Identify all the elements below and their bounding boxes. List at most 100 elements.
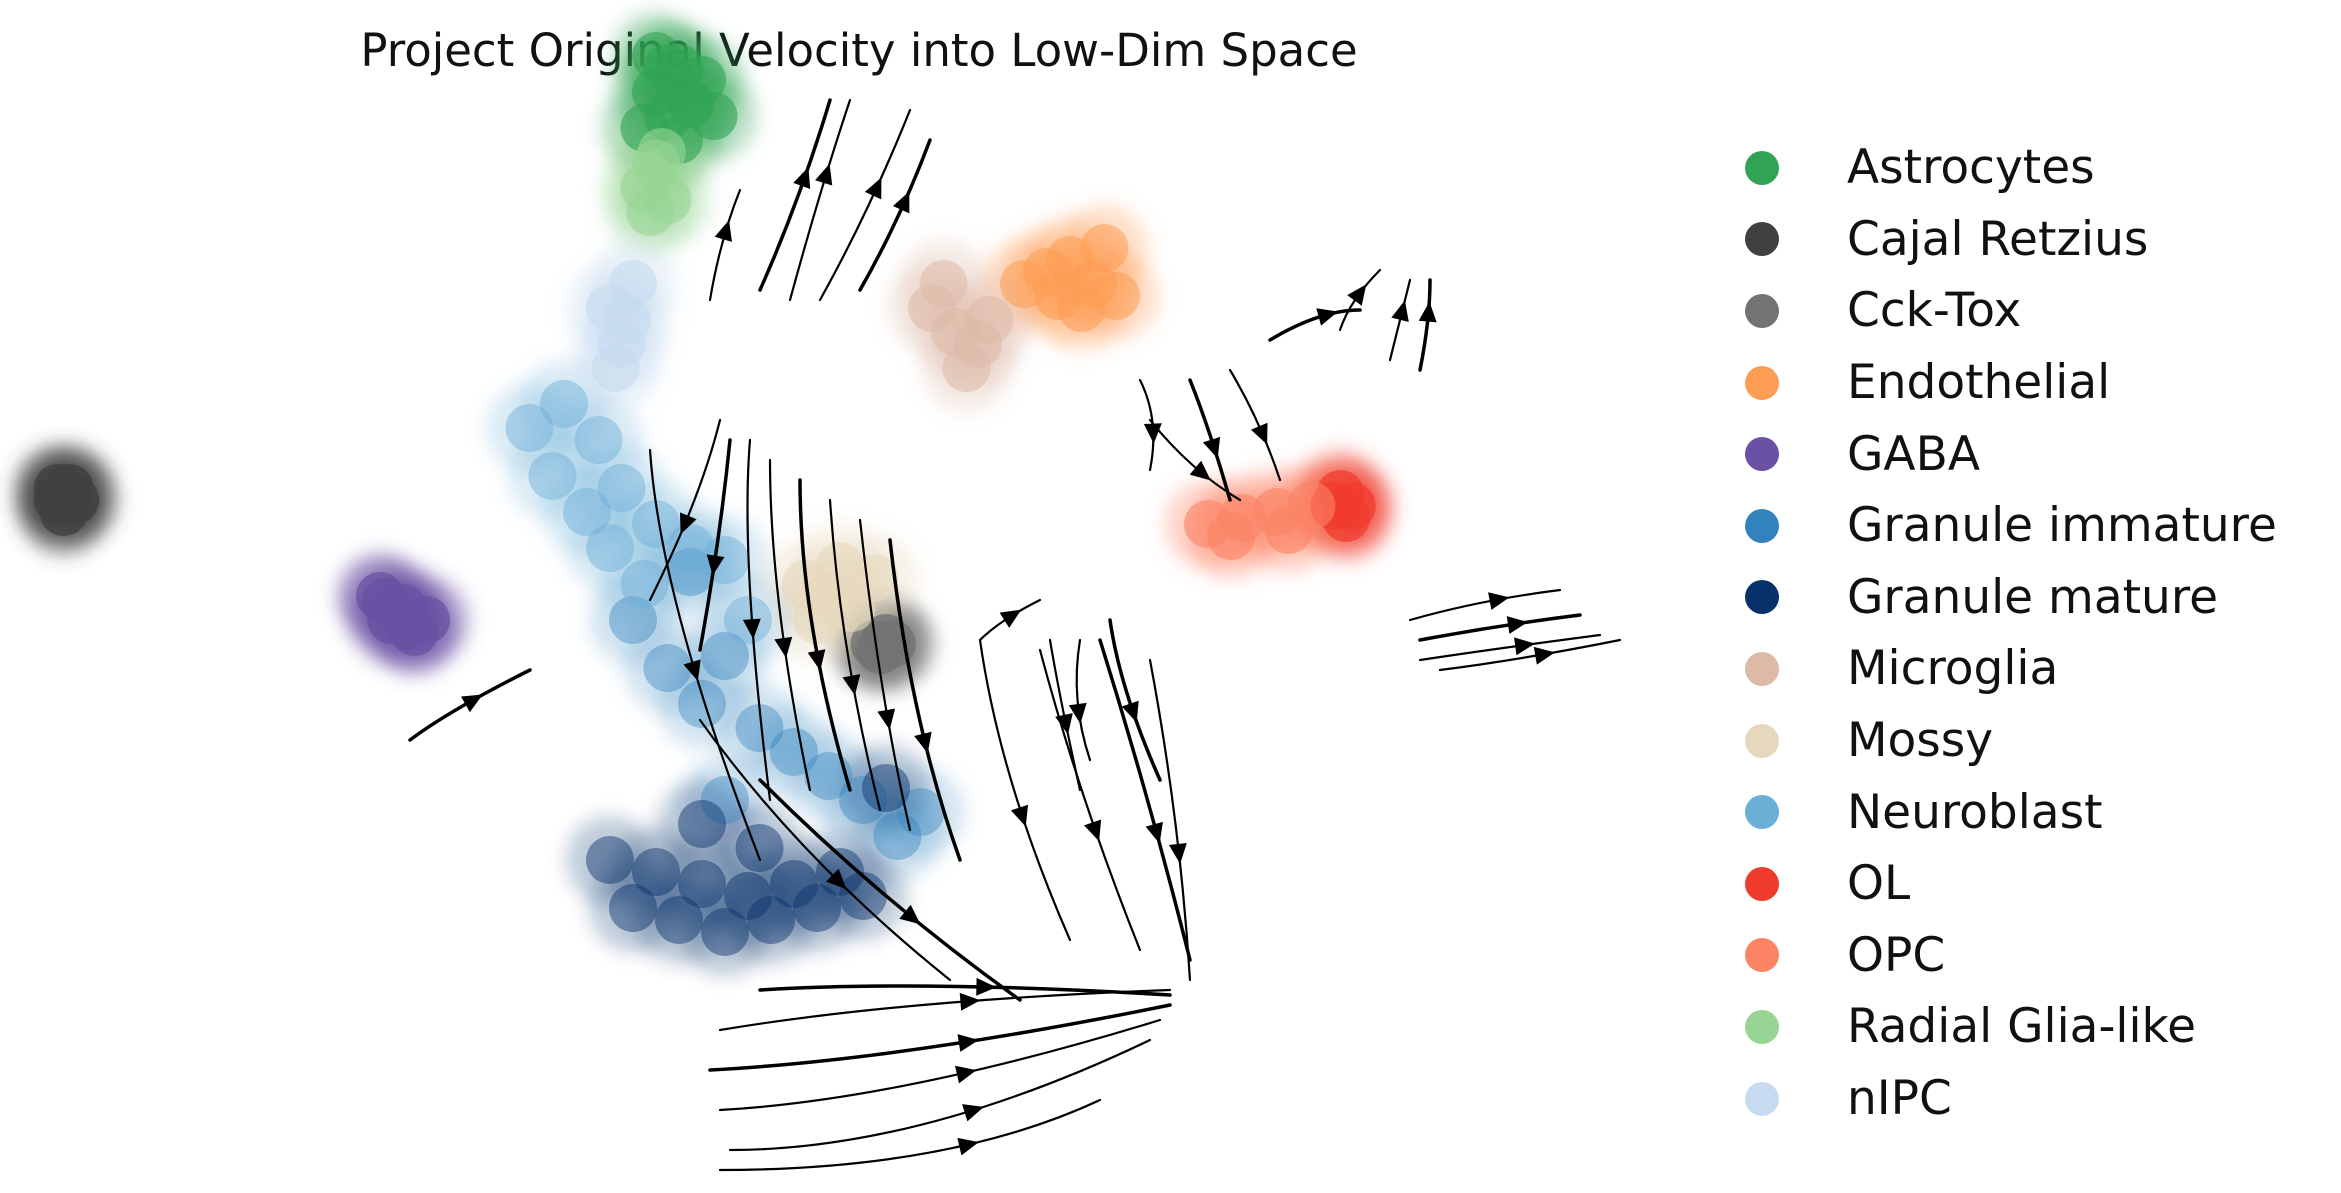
- point-neuroblast-4: [632, 500, 680, 548]
- point-granule-mature-4: [770, 860, 818, 908]
- streamline: [858, 518, 912, 832]
- legend-marker-ol: [1745, 866, 1779, 901]
- streamline-arrowhead: [1202, 436, 1221, 459]
- legend-marker-opc: [1745, 938, 1779, 973]
- cluster-points: [34, 32, 1376, 956]
- point-neuroblast-3: [597, 464, 646, 512]
- point-astrocytes-9: [632, 32, 680, 80]
- streamline: [746, 438, 772, 802]
- streamline: [718, 988, 1172, 1032]
- point-neuroblast-0: [505, 404, 554, 452]
- streamline-arrowhead: [714, 220, 732, 242]
- legend-item-opc: OPC: [1740, 920, 2277, 992]
- streamline: [1108, 618, 1162, 782]
- legend-item-astrocytes: Astrocytes: [1740, 132, 2277, 204]
- legend-marker-cajal-retzius: [1745, 222, 1779, 257]
- streamline-arrowhead: [959, 992, 981, 1011]
- point-radial-glia-like-3: [626, 188, 675, 236]
- point-neuroblast-9: [620, 560, 669, 608]
- point-neuroblast-6: [528, 452, 577, 500]
- streamline-arrowhead: [1514, 637, 1536, 656]
- streamline-arrowhead: [793, 167, 811, 189]
- point-gaba-6: [384, 602, 433, 650]
- legend-item-neuroblast: Neuroblast: [1740, 776, 2277, 848]
- streamline-arrowhead: [1010, 804, 1029, 827]
- point-granule-mature-7: [655, 896, 703, 944]
- streamline-arrowhead: [1418, 301, 1437, 323]
- point-granule-mature-5: [816, 848, 864, 896]
- point-granule-mature-1: [632, 848, 680, 896]
- streamline-arrowhead: [1316, 308, 1338, 326]
- streamline: [1188, 378, 1232, 502]
- streamline: [1038, 648, 1142, 952]
- streamline: [978, 638, 1072, 942]
- streamline: [718, 1018, 1162, 1112]
- point-endothelial-5: [1080, 224, 1129, 272]
- legend-label: nIPC: [1847, 1071, 1952, 1127]
- legend-label: Neuroblast: [1847, 784, 2103, 840]
- streamline: [1418, 633, 1602, 662]
- legend-item-nipc: nIPC: [1740, 1063, 2277, 1135]
- streamline: [1148, 658, 1192, 982]
- streamline-arrowhead: [1055, 713, 1073, 735]
- streamline-arrowhead: [864, 177, 882, 200]
- streamline-arrowhead: [899, 904, 921, 925]
- point-nipc-4: [603, 296, 652, 344]
- legend-item-cck-tox: Cck-Tox: [1740, 275, 2277, 347]
- point-granule-immature-5: [770, 728, 818, 776]
- streamline-arrowhead: [957, 1137, 979, 1156]
- streamline-arrowhead: [957, 1034, 979, 1052]
- streamline: [718, 1098, 1102, 1172]
- point-granule-mature-12: [678, 800, 726, 848]
- point-granule-mature-8: [701, 908, 749, 956]
- streamline-arrowhead: [774, 636, 793, 658]
- point-neuroblast-10: [701, 536, 749, 584]
- point-granule-mature-0: [586, 836, 634, 884]
- streamline: [768, 458, 812, 792]
- legend-marker-nipc: [1745, 1081, 1779, 1116]
- point-granule-immature-10: [701, 776, 749, 824]
- legend-marker-granule-mature: [1745, 580, 1779, 615]
- streamline-arrowhead: [914, 731, 932, 754]
- streamline: [798, 478, 852, 792]
- point-mossy-3: [793, 596, 841, 644]
- legend-marker-gaba: [1745, 437, 1779, 472]
- streamline-arrowhead: [976, 977, 997, 996]
- legend-item-granule-mature: Granule mature: [1740, 562, 2277, 634]
- streamline: [708, 1003, 1172, 1072]
- legend-item-gaba: GABA: [1740, 418, 2277, 490]
- streamline-arrowhead: [962, 1104, 984, 1122]
- legend-marker-mossy: [1745, 723, 1779, 758]
- legend-marker-cck-tox: [1745, 293, 1779, 328]
- point-endothelial-6: [1000, 260, 1048, 308]
- streamline: [888, 538, 962, 862]
- legend-label: Granule mature: [1847, 569, 2219, 625]
- legend-item-cajal-retzius: Cajal Retzius: [1740, 204, 2277, 276]
- point-granule-mature-11: [839, 872, 887, 920]
- point-granule-mature-9: [747, 896, 795, 944]
- point-nipc-3: [591, 344, 640, 392]
- streamline-arrowhead: [1168, 843, 1187, 864]
- streamline-arrowhead: [825, 868, 847, 890]
- streamline: [788, 98, 852, 302]
- point-granule-mature-2: [678, 860, 726, 908]
- streamline: [758, 984, 1172, 997]
- point-cajal-retzius-4: [34, 464, 82, 512]
- streamline-arrowhead: [706, 554, 725, 576]
- legend-label: OPC: [1847, 927, 1946, 983]
- legend-item-granule-immature: Granule immature: [1740, 490, 2277, 562]
- point-microglia-5: [965, 296, 1014, 344]
- legend-label: Astrocytes: [1847, 140, 2095, 196]
- legend-marker-endothelial: [1745, 365, 1779, 400]
- point-microglia-3: [919, 260, 968, 308]
- point-nipc-2: [609, 260, 657, 308]
- legend: Astrocytes Cajal Retzius Cck-Tox Endothelia…: [1740, 132, 2277, 1134]
- legend-item-microglia: Microglia: [1740, 633, 2277, 705]
- streamline-arrowhead: [1145, 821, 1163, 844]
- point-neuroblast-5: [666, 524, 715, 572]
- legend-marker-granule-immature: [1745, 508, 1779, 543]
- streamline: [1438, 638, 1622, 672]
- point-neuroblast-2: [574, 416, 623, 464]
- point-granule-mature-3: [724, 872, 772, 920]
